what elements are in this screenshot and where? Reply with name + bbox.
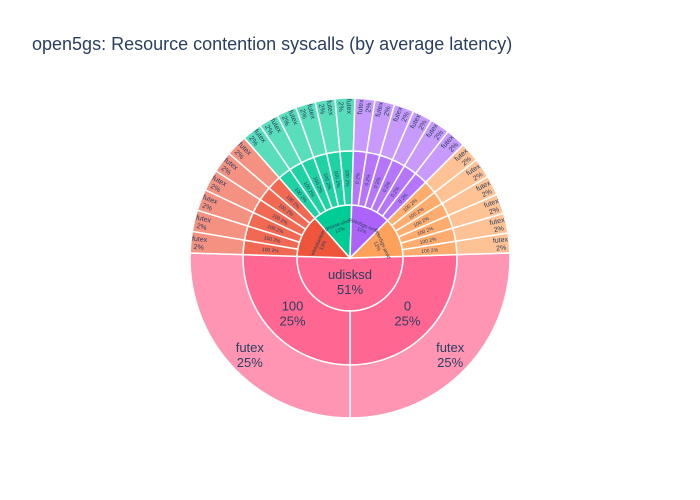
sunburst-parent-label: 0 2% [382, 180, 393, 193]
sunburst-leaf-label: futex2% [199, 194, 219, 214]
sunburst-parent-label: 0 25% [394, 299, 420, 329]
sunburst-parent-label: 100 25% [280, 299, 306, 329]
sunburst-parent-label: 100 2% [421, 247, 439, 255]
sunburst-parent-label: 100 2% [266, 224, 284, 236]
sunburst-parent-label: 100 2% [263, 235, 281, 245]
sunburst-parent-label: 0 2% [373, 176, 383, 189]
sunburst-parent-label: 100 2% [322, 172, 333, 190]
sunburst-parent-label: 0 2% [355, 172, 362, 184]
sunburst-leaf-slice[interactable] [189, 252, 351, 419]
sunburst-leaf-label: futex2% [317, 100, 334, 118]
sunburst-leaf-label: futex2% [337, 99, 353, 115]
sunburst-leaf-label: futex2% [191, 236, 208, 253]
sunburst-leaf-slice[interactable] [454, 232, 511, 256]
sunburst-leaf-label: futex2% [357, 99, 373, 116]
sunburst-leaf-slice[interactable] [349, 252, 511, 419]
sunburst-leaf-label: futex2% [483, 198, 503, 217]
sunburst-parent-label: 0 2% [390, 185, 402, 198]
sunburst-parent-label: 100 2% [419, 236, 437, 246]
sunburst-leaf-label: futex2% [193, 214, 212, 232]
sunburst-root-label: udisksd 51% [328, 267, 372, 297]
sunburst-leaf-label: futex2% [493, 236, 510, 252]
sunburst-leaf-label: futex2% [375, 101, 393, 120]
sunburst-parent-label: 100 2% [343, 169, 350, 187]
sunburst-parent-label: 0 2% [364, 173, 372, 186]
sunburst-parent-label: 100 2% [262, 247, 280, 255]
sunburst-leaf-label: futex2% [297, 103, 316, 122]
sunburst-leaf-label: futex 25% [236, 340, 265, 370]
sunburst-parent-label: 100 2% [332, 170, 341, 188]
chart-title: open5gs: Resource contention syscalls (b… [32, 34, 513, 54]
sunburst-parent-label: 100 2% [417, 226, 436, 238]
sunburst-leaf-label: futex2% [489, 217, 508, 235]
sunburst-leaf-label: futex 25% [436, 340, 465, 370]
sunburst-leaf-label: futex2% [393, 106, 412, 126]
